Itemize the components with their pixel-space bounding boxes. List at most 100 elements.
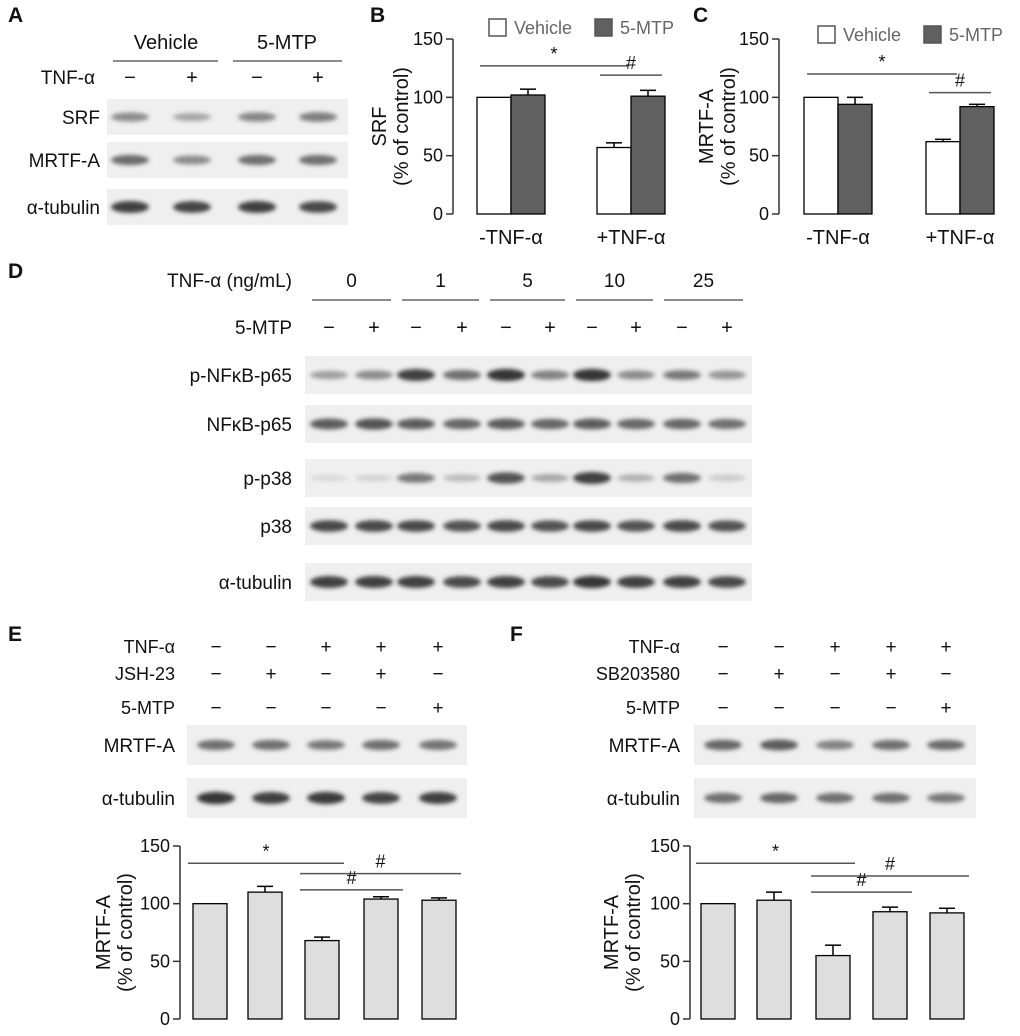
blot-d-row-2-band-3 (397, 418, 435, 430)
dose-value: 25 (693, 271, 714, 292)
condition-sign: + (375, 664, 386, 685)
condition-sign: − (432, 664, 443, 685)
blot-d-row-2-band-5 (487, 418, 525, 430)
mtp-sign: + (630, 317, 642, 339)
blot-label-f: α-tubulin (607, 789, 680, 810)
blot-d-row-4-band-2 (355, 520, 393, 532)
bar-vehicle-2 (596, 146, 632, 215)
blot-d-row-5-band-3 (397, 576, 435, 588)
significance-mark: # (885, 854, 895, 874)
blot-e-row-2-band-1 (197, 791, 235, 805)
mtp-sign: + (456, 317, 468, 339)
blot-d-row-2-band-2 (355, 418, 393, 430)
condition-label: 5-MTP (626, 698, 680, 718)
condition-sign: − (829, 664, 840, 685)
condition-sign: − (210, 637, 221, 658)
mtp-row-label: 5-MTP (235, 318, 292, 339)
blot-f-row-2-band-5 (927, 793, 965, 803)
condition-label: SB203580 (596, 664, 680, 684)
y-tick-label: 100 (413, 87, 443, 107)
dose-label: TNF-α (ng/mL) (167, 271, 292, 292)
blot-d-row-5-band-6 (531, 576, 569, 588)
bar-vehicle-2 (925, 141, 961, 215)
condition-label: 5-MTP (121, 698, 175, 718)
blot-f-row-1-band-5 (927, 739, 965, 751)
bar-5mtp-2 (630, 95, 666, 215)
bar-value-3 (304, 939, 340, 1020)
blot-d-row-1-band-7 (573, 368, 611, 382)
bar-value-1 (192, 903, 228, 1020)
bar-5mtp-2 (959, 106, 995, 215)
category-label: -TNF-α (806, 227, 870, 249)
legend-swatch-1 (594, 18, 613, 37)
blot-d-row-4-band-5 (487, 520, 525, 532)
y-tick-label: 0 (670, 1009, 680, 1029)
blot-label-e: MRTF-A (104, 736, 176, 757)
condition-sign: + (885, 637, 896, 658)
bar-value-1 (700, 903, 736, 1020)
y-tick-label: 100 (739, 87, 769, 107)
condition-sign: + (375, 637, 386, 658)
blot-d-row-2-band-9 (663, 418, 701, 430)
condition-sign: − (717, 664, 728, 685)
condition-label: JSH-23 (115, 664, 175, 684)
blot-f-row-2-band-1 (704, 792, 742, 804)
blot-d-row-3-band-1 (310, 474, 348, 482)
blot-d-row-4-band-1 (310, 520, 348, 532)
legend-label: 5-MTP (620, 18, 674, 38)
blot-e-row-1-band-4 (362, 739, 400, 751)
blot-d-row-3-band-4 (443, 474, 481, 482)
blot-a-row-2-band-3 (238, 154, 276, 166)
significance-mark: * (772, 841, 779, 861)
blot-a-row-1-band-4 (299, 112, 337, 122)
y-tick-label: 50 (749, 146, 769, 166)
mtp-sign: − (410, 317, 422, 339)
blot-d-row-5-band-5 (487, 576, 525, 588)
blot-label-d: α-tubulin (219, 573, 292, 594)
condition-sign: − (265, 698, 276, 719)
y-tick-label: 150 (739, 29, 769, 49)
blot-d-row-1-band-8 (617, 370, 655, 380)
blot-e-row-2-band-5 (419, 792, 457, 804)
dose-value: 0 (346, 271, 357, 292)
bar-value-5 (929, 912, 965, 1020)
blot-d-row-2-band-8 (617, 418, 655, 430)
tnf-sign: + (186, 67, 198, 89)
blot-d-row-2-band-10 (708, 418, 746, 430)
blot-a-row-1-band-1 (111, 112, 149, 122)
condition-sign: − (885, 698, 896, 719)
bar-5mtp-1 (510, 94, 546, 215)
y-tick-label: 150 (413, 29, 443, 49)
blot-f-row-2-band-3 (816, 792, 854, 804)
significance-mark: * (878, 52, 885, 72)
mtp-sign: − (500, 317, 512, 339)
blot-e-row-1-band-3 (307, 740, 345, 750)
blot-e-row-2-band-3 (307, 791, 345, 805)
condition-sign: − (717, 698, 728, 719)
bar-value-2 (247, 891, 283, 1020)
blot-f-row-2-band-2 (760, 792, 798, 804)
significance-mark: * (262, 841, 269, 861)
legend-label: Vehicle (843, 25, 901, 45)
bar-value-2 (756, 899, 792, 1020)
y-axis-label: MRTF-A (696, 88, 718, 164)
blot-label-f: MRTF-A (609, 736, 681, 757)
condition-sign: − (320, 664, 331, 685)
mtp-sign: + (544, 317, 556, 339)
y-tick-label: 50 (150, 951, 170, 971)
y-axis-label: MRTF-A (601, 894, 623, 970)
tnf-sign: + (312, 67, 324, 89)
blot-d-row-1-band-2 (355, 370, 393, 380)
blot-d-row-1-band-4 (443, 369, 481, 381)
condition-sign: − (773, 698, 784, 719)
condition-sign: + (829, 637, 840, 658)
mtp-sign: + (721, 317, 733, 339)
blot-d-row-5-band-9 (663, 576, 701, 588)
significance-mark: # (955, 71, 965, 91)
panel-letter-f: F (510, 623, 523, 646)
blot-d-row-3-band-10 (708, 474, 746, 482)
condition-sign: + (940, 637, 951, 658)
y-tick-label: 50 (660, 951, 680, 971)
blot-label-e: α-tubulin (102, 789, 175, 810)
blot-a-row-3-band-1 (111, 201, 149, 213)
